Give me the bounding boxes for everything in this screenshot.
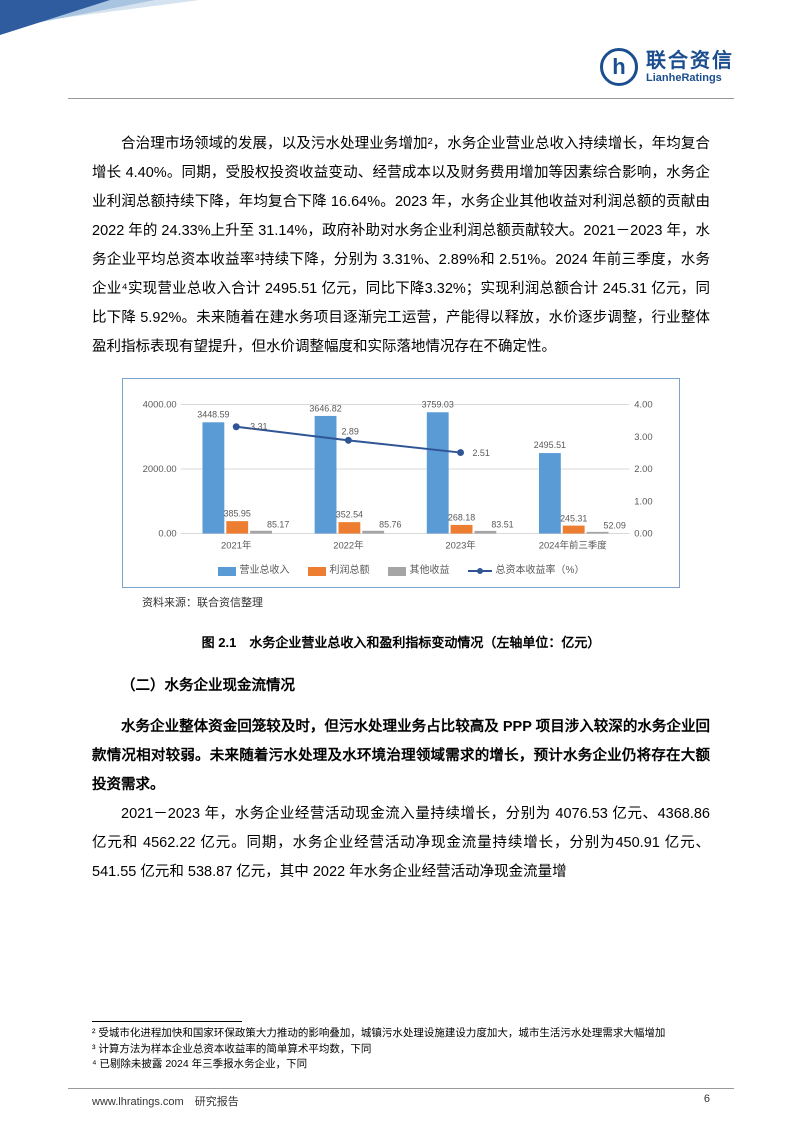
footnote-divider bbox=[92, 1021, 242, 1022]
svg-text:3.31: 3.31 bbox=[250, 421, 267, 431]
svg-text:83.51: 83.51 bbox=[491, 520, 513, 530]
chart-svg: 0.00 2000.00 4000.00 0.00 1.00 2.00 3.00… bbox=[133, 389, 669, 559]
main-content: 合治理市场领域的发展，以及污水处理业务增加²，水务企业营业总收入持续增长，年均复… bbox=[92, 130, 710, 887]
footnotes: ² 受城市化进程加快和国家环保政策大力推动的影响叠加，城镇污水处理设施建设力度加… bbox=[92, 1021, 710, 1073]
svg-text:2023年: 2023年 bbox=[445, 539, 475, 550]
header-divider bbox=[68, 98, 734, 99]
paragraph-2: 水务企业整体资金回笼较及时，但污水处理业务占比较高及 PPP 项目涉入较深的水务… bbox=[92, 713, 710, 800]
svg-text:85.76: 85.76 bbox=[379, 520, 401, 530]
svg-text:2.89: 2.89 bbox=[341, 426, 358, 436]
svg-text:2022年: 2022年 bbox=[333, 539, 363, 550]
svg-text:2024年前三季度: 2024年前三季度 bbox=[539, 539, 608, 550]
section-title: （二）水务企业现金流情况 bbox=[92, 672, 710, 701]
footnote-2: ² 受城市化进程加快和国家环保政策大力推动的影响叠加，城镇污水处理设施建设力度加… bbox=[92, 1026, 710, 1042]
footer-left: www.lhratings.com 研究报告 bbox=[92, 1093, 239, 1109]
corner-decoration-1 bbox=[0, 0, 110, 35]
svg-text:85.17: 85.17 bbox=[267, 520, 289, 530]
svg-text:0.00: 0.00 bbox=[634, 528, 652, 539]
svg-text:4.00: 4.00 bbox=[634, 398, 652, 409]
svg-text:268.18: 268.18 bbox=[448, 513, 475, 523]
svg-text:1.00: 1.00 bbox=[634, 495, 652, 506]
svg-text:2.00: 2.00 bbox=[634, 463, 652, 474]
logo: h 联合资信 LianheRatings bbox=[600, 48, 734, 86]
svg-text:2495.51: 2495.51 bbox=[534, 440, 566, 450]
footnote-4: ⁴ 已剔除未披露 2024 年三季报水务企业，下同 bbox=[92, 1057, 710, 1073]
svg-text:2000.00: 2000.00 bbox=[143, 463, 177, 474]
svg-text:385.95: 385.95 bbox=[224, 509, 251, 519]
paragraph-3: 2021－2023 年，水务企业经营活动现金流入量持续增长，分别为 4076.5… bbox=[92, 800, 710, 887]
logo-text-ch: 联合资信 bbox=[646, 50, 734, 72]
svg-text:2.51: 2.51 bbox=[472, 448, 489, 458]
logo-text-en: LianheRatings bbox=[646, 72, 734, 84]
svg-text:245.31: 245.31 bbox=[560, 514, 587, 524]
page-number: 6 bbox=[704, 1093, 710, 1109]
footer-divider bbox=[68, 1088, 734, 1089]
chart-source: 资料来源：联合资信整理 bbox=[142, 592, 710, 614]
svg-text:52.09: 52.09 bbox=[603, 521, 625, 531]
chart-caption: 图 2.1 水务企业营业总收入和盈利指标变动情况（左轴单位：亿元） bbox=[92, 630, 710, 656]
svg-text:0.00: 0.00 bbox=[158, 528, 176, 539]
svg-text:3646.82: 3646.82 bbox=[309, 403, 341, 413]
svg-text:4000.00: 4000.00 bbox=[143, 398, 177, 409]
svg-text:3759.03: 3759.03 bbox=[422, 399, 454, 409]
svg-text:3.00: 3.00 bbox=[634, 431, 652, 442]
logo-icon: h bbox=[600, 48, 638, 86]
page-footer: www.lhratings.com 研究报告 6 bbox=[92, 1093, 710, 1109]
paragraph-1: 合治理市场领域的发展，以及污水处理业务增加²，水务企业营业总收入持续增长，年均复… bbox=[92, 130, 710, 362]
svg-text:352.54: 352.54 bbox=[336, 510, 363, 520]
svg-text:3448.59: 3448.59 bbox=[197, 409, 229, 419]
footnote-3: ³ 计算方法为样本企业总资本收益率的简单算术平均数，下同 bbox=[92, 1042, 710, 1058]
svg-text:2021年: 2021年 bbox=[221, 539, 251, 550]
chart-2-1: 0.00 2000.00 4000.00 0.00 1.00 2.00 3.00… bbox=[122, 378, 680, 588]
